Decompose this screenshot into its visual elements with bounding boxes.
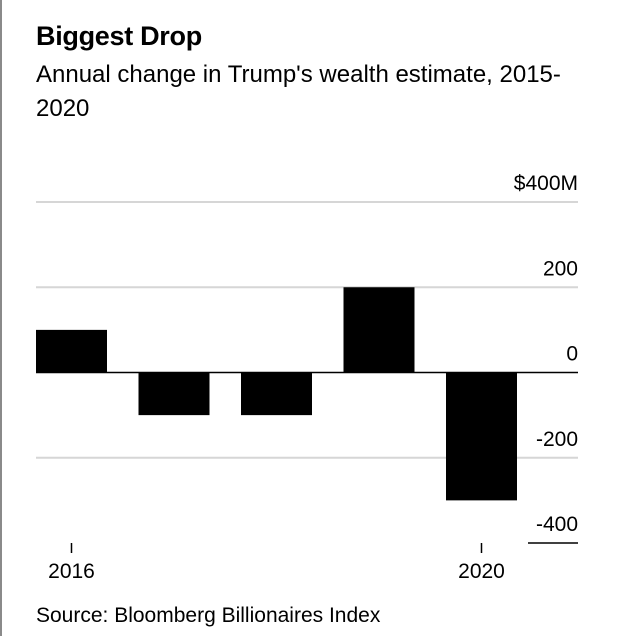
source-note: Source: Bloomberg Billionaires Index xyxy=(36,604,381,627)
bar-2019 xyxy=(343,287,415,373)
y-tick-label-4: -400 xyxy=(536,513,578,536)
bar-2020 xyxy=(446,372,517,501)
chart-title: Biggest Drop xyxy=(36,21,202,51)
bar-2017 xyxy=(138,372,210,416)
bar-2018 xyxy=(241,372,312,416)
x-tick-label-2020: 2020 xyxy=(458,560,505,583)
x-tick-label-2016: 2016 xyxy=(48,560,95,583)
y-tick-label-2: 0 xyxy=(566,343,578,366)
chart-subtitle: Annual change in Trump's wealth estimate… xyxy=(36,61,561,122)
y-tick-label-3: -200 xyxy=(536,428,578,451)
y-tick-label-1: 200 xyxy=(543,257,578,280)
bar-2016 xyxy=(36,329,107,373)
left-edge-divider xyxy=(0,0,2,636)
y-tick-label-0: $400M xyxy=(514,172,578,195)
